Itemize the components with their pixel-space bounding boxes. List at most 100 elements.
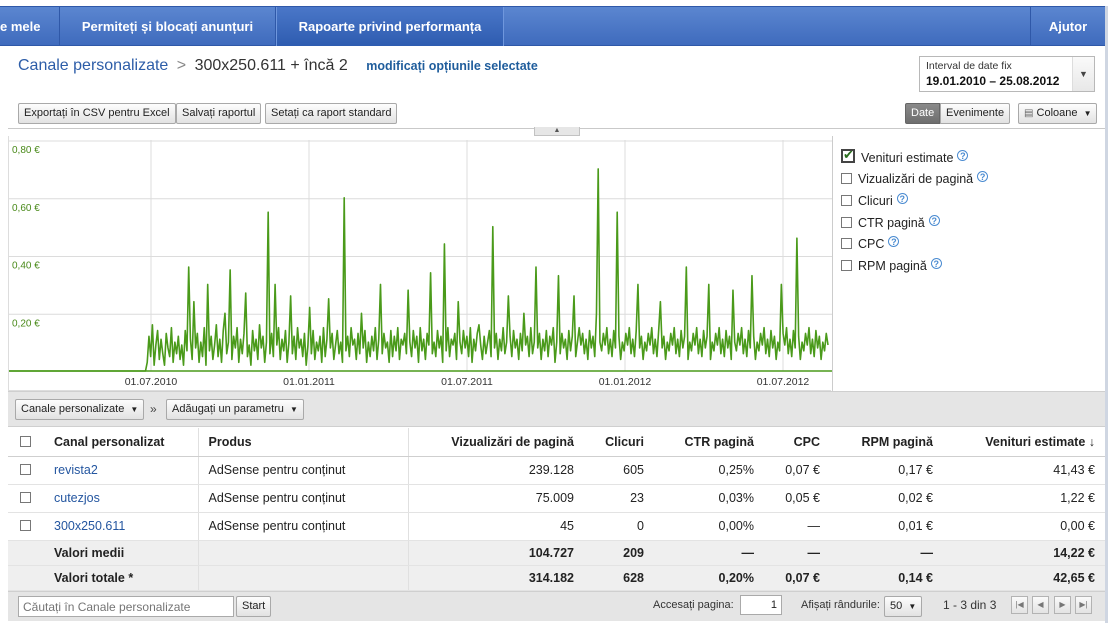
help-icon[interactable]: ?: [957, 150, 969, 161]
next-page-icon[interactable]: ▶: [1054, 596, 1071, 614]
averages-clicks: 209: [584, 540, 654, 566]
totals-rpm: 0,14 €: [830, 565, 943, 591]
search-input[interactable]: [18, 596, 234, 617]
last-page-icon[interactable]: ▶|: [1075, 596, 1092, 614]
row-checkbox-cell: [8, 456, 44, 485]
metric-legend: Venituri estimate? Vizualizări de pagină…: [832, 136, 1104, 391]
col-product[interactable]: Produs: [197, 428, 409, 457]
legend-item-clicks[interactable]: Clicuri?: [841, 193, 908, 211]
empty-cell: [8, 540, 44, 566]
channel-link[interactable]: 300x250.611: [54, 519, 126, 533]
dimension-filter-bar: Canale personalizate ▼ » Adăugați un par…: [8, 391, 1105, 427]
revenue-cell: 41,43 €: [943, 456, 1105, 485]
date-range-label: Interval de date fix: [926, 60, 1012, 72]
tab-help[interactable]: Ajutor: [1030, 7, 1105, 46]
save-report-button[interactable]: Salvați raportul: [176, 103, 262, 124]
checkbox-checked[interactable]: [841, 147, 855, 163]
legend-item-estimated-revenue[interactable]: Venituri estimate?: [841, 147, 969, 167]
row-checkbox[interactable]: [20, 492, 31, 503]
checkbox[interactable]: [841, 217, 852, 228]
averages-cpc: —: [764, 540, 830, 566]
legend-item-cpc[interactable]: CPC?: [841, 236, 900, 254]
rpm-cell: 0,02 €: [830, 484, 943, 513]
totals-page-views: 314.182: [408, 565, 584, 591]
date-range-picker[interactable]: Interval de date fix 19.01.2010 – 25.08.…: [919, 56, 1095, 92]
first-page-icon[interactable]: |◀: [1011, 596, 1028, 614]
legend-item-ctr[interactable]: CTR pagină?: [841, 215, 940, 233]
empty-cell: [8, 565, 44, 591]
modify-selection-link[interactable]: modificați opțiunile selectate: [366, 59, 538, 73]
breadcrumb-root-link[interactable]: Canale personalizate: [18, 57, 169, 74]
col-ctr[interactable]: CTR pagină: [654, 428, 764, 457]
tab-my-items[interactable]: e mele: [0, 7, 60, 46]
col-clicks[interactable]: Clicuri: [584, 428, 654, 457]
chart-svg: 0,80 € 0,60 € 0,40 € 0,20 € 01.07.2010 01.01.…: [9, 140, 832, 388]
dimension-dropdown[interactable]: Canale personalizate ▼: [15, 399, 145, 420]
help-icon[interactable]: ?: [928, 215, 940, 226]
revenue-chart: 0,80 € 0,60 € 0,40 € 0,20 € 01.07.2010 01.01.…: [8, 136, 832, 391]
collapse-chart-toggle[interactable]: ▲: [534, 127, 580, 136]
product-cell: AdSense pentru conținut: [197, 512, 409, 541]
chevron-down-icon: ▼: [130, 405, 139, 414]
view-events-toggle[interactable]: Evenimente: [940, 103, 1011, 124]
rows-per-page-select[interactable]: 50 ▼: [884, 596, 923, 617]
legend-label: CTR pagină: [858, 216, 925, 230]
checkbox[interactable]: [841, 173, 852, 184]
columns-button[interactable]: ▤ Coloane ▼: [1018, 103, 1098, 124]
help-icon[interactable]: ?: [977, 171, 989, 182]
rows-per-page-label: Afișați rândurile:: [801, 599, 880, 611]
tab-allow-block-ads[interactable]: Permiteți și blocați anunțuri: [60, 7, 276, 46]
checkbox[interactable]: [841, 238, 852, 249]
col-cpc[interactable]: CPC: [764, 428, 830, 457]
totals-cpc: 0,07 €: [764, 565, 830, 591]
legend-item-rpm[interactable]: RPM pagină?: [841, 258, 942, 276]
help-icon[interactable]: ?: [888, 236, 900, 247]
add-parameter-dropdown[interactable]: Adăugați un parametru ▼: [166, 399, 304, 420]
select-all-cell: [8, 428, 44, 457]
help-icon[interactable]: ?: [896, 193, 908, 204]
separator-arrows: »: [150, 402, 157, 416]
totals-revenue: 42,65 €: [943, 565, 1105, 591]
x-tick-label: 01.07.2010: [125, 376, 178, 388]
col-custom-channel[interactable]: Canal personalizat: [44, 428, 198, 457]
y-tick-label: 0,60 €: [12, 203, 40, 214]
set-default-report-button[interactable]: Setați ca raport standard: [265, 103, 398, 124]
table-header-row: Canal personalizat Produs Vizualizări de…: [8, 428, 1105, 457]
legend-label: CPC: [858, 237, 885, 251]
y-tick-label: 0,40 €: [12, 261, 40, 272]
averages-rpm: —: [830, 540, 943, 566]
averages-page-views: 104.727: [408, 540, 584, 566]
table-row: cutezjos AdSense pentru conținut 75.009 …: [8, 484, 1105, 513]
goto-page-label: Accesați pagina:: [653, 599, 734, 611]
select-all-checkbox[interactable]: [20, 435, 31, 447]
goto-page-input[interactable]: 1: [740, 595, 782, 615]
row-checkbox[interactable]: [20, 520, 31, 531]
start-search-button[interactable]: Start: [236, 596, 272, 617]
clicks-cell: 605: [584, 456, 654, 485]
averages-row: Valori medii 104.727 209 — — — 14,22 €: [8, 540, 1105, 566]
channel-link[interactable]: revista2: [54, 463, 98, 477]
chevron-down-icon[interactable]: ▼: [1072, 57, 1094, 91]
table-row: revista2 AdSense pentru conținut 239.128…: [8, 456, 1105, 485]
col-estimated-revenue[interactable]: Venituri estimate ↓: [943, 428, 1105, 457]
legend-item-page-views[interactable]: Vizualizări de pagină?: [841, 171, 989, 189]
view-date-toggle[interactable]: Date: [905, 103, 941, 124]
tab-performance-reports[interactable]: Rapoarte privind performanța: [276, 7, 504, 46]
channel-cell: cutezjos: [44, 484, 198, 513]
checkbox[interactable]: [841, 260, 852, 271]
help-icon[interactable]: ?: [930, 258, 942, 269]
prev-page-icon[interactable]: ◀: [1032, 596, 1049, 614]
cpc-cell: 0,07 €: [764, 456, 830, 485]
checkbox[interactable]: [841, 195, 852, 206]
col-rpm[interactable]: RPM pagină: [830, 428, 943, 457]
row-checkbox-cell: [8, 484, 44, 513]
totals-row: Valori totale * 314.182 628 0,20% 0,07 €…: [8, 565, 1105, 591]
ctr-cell: 0,00%: [654, 512, 764, 541]
clicks-cell: 23: [584, 484, 654, 513]
export-csv-button[interactable]: Exportați în CSV pentru Excel: [18, 103, 176, 124]
row-checkbox[interactable]: [20, 464, 31, 475]
date-range-value: 19.01.2010 – 25.08.2012: [926, 74, 1060, 88]
col-page-views[interactable]: Vizualizări de pagină: [408, 428, 584, 457]
channel-link[interactable]: cutezjos: [54, 491, 100, 505]
totals-product: [197, 565, 409, 591]
